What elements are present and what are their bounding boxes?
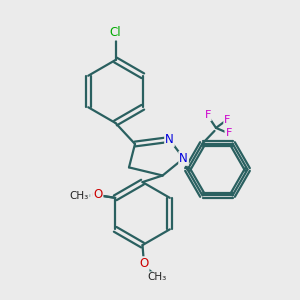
Text: N: N	[165, 133, 174, 146]
Text: F: F	[224, 115, 231, 124]
Text: O: O	[140, 257, 148, 270]
Text: CH₃: CH₃	[147, 272, 166, 282]
Text: OCH₃: OCH₃	[73, 197, 76, 198]
Text: F: F	[204, 110, 211, 120]
Text: N: N	[179, 152, 188, 165]
Text: Cl: Cl	[110, 26, 121, 40]
Text: O: O	[93, 188, 102, 201]
Text: O: O	[91, 189, 100, 202]
Text: CH₃: CH₃	[70, 191, 89, 201]
Text: methoxy: methoxy	[76, 195, 82, 196]
Text: F: F	[225, 128, 232, 138]
